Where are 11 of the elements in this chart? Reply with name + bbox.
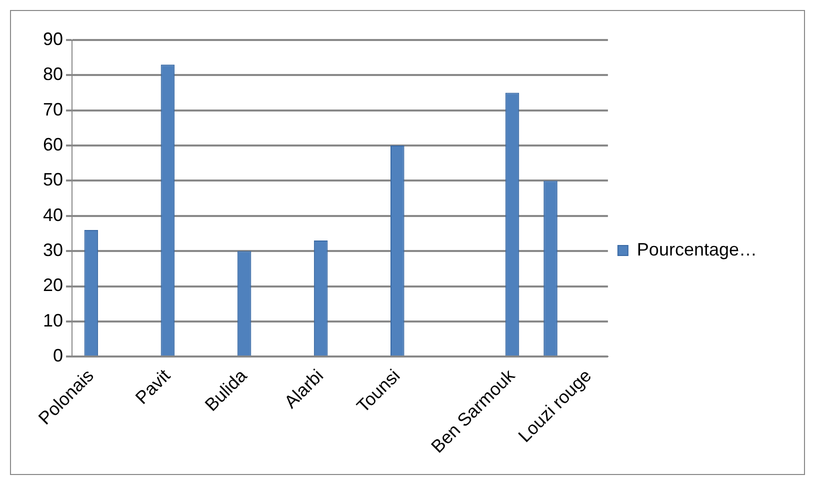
y-tick-label: 90 — [42, 28, 64, 49]
y-tick-label: 0 — [53, 346, 64, 366]
legend-label: Pourcentage… — [636, 239, 757, 260]
y-tick-label: 70 — [42, 99, 64, 120]
y-tick-label: 10 — [42, 310, 64, 330]
y-tick-label: 50 — [42, 170, 64, 190]
y-tick-label: 60 — [42, 134, 64, 155]
y-tick-label: 20 — [42, 275, 64, 296]
y-tick-label: 30 — [42, 240, 64, 260]
y-tick-label: 80 — [42, 64, 64, 84]
y-tick-label: 40 — [42, 204, 64, 225]
